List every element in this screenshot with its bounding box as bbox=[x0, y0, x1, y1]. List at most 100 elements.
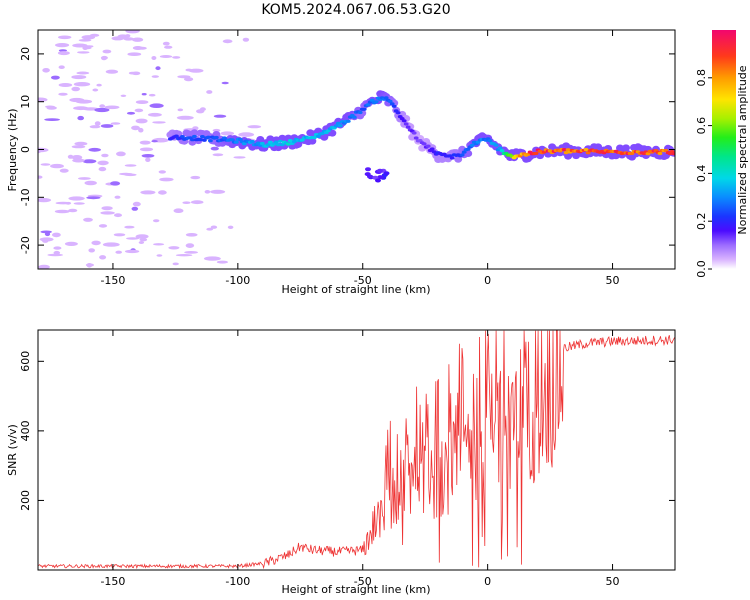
noise-speckle bbox=[159, 177, 174, 182]
ridge-core bbox=[487, 139, 493, 143]
noise-speckle bbox=[155, 66, 161, 71]
ridge-core bbox=[533, 151, 539, 155]
noise-speckle bbox=[59, 168, 69, 173]
noise-speckle bbox=[188, 68, 204, 73]
y-tick-label: 20 bbox=[19, 47, 32, 61]
noise-speckle bbox=[184, 77, 194, 82]
noise-speckle bbox=[151, 140, 158, 143]
ridge-core bbox=[601, 151, 607, 155]
noise-speckle bbox=[210, 146, 219, 151]
noise-speckle bbox=[233, 156, 246, 159]
ridge-core bbox=[459, 153, 465, 157]
noise-speckle bbox=[139, 238, 148, 242]
noise-speckle bbox=[89, 33, 100, 37]
side-patch bbox=[383, 171, 390, 176]
noise-speckle bbox=[242, 37, 250, 42]
side-patch bbox=[376, 168, 383, 173]
noise-speckle bbox=[102, 49, 112, 54]
ridge-core bbox=[389, 102, 395, 106]
noise-speckle bbox=[98, 166, 107, 172]
noise-speckle bbox=[42, 68, 50, 73]
noise-speckle bbox=[44, 232, 51, 237]
noise-speckle bbox=[148, 93, 156, 97]
noise-speckle bbox=[73, 82, 91, 87]
noise-speckle bbox=[184, 251, 199, 254]
noise-speckle bbox=[162, 41, 170, 46]
noise-speckle bbox=[57, 35, 72, 40]
noise-speckle bbox=[82, 159, 97, 164]
ridge-core bbox=[369, 98, 375, 102]
noise-speckle bbox=[52, 232, 61, 238]
ridge-core bbox=[357, 110, 363, 115]
noise-speckle bbox=[152, 121, 166, 124]
ridge-core bbox=[285, 142, 291, 146]
snr-ticks: -150 -100 -50 0 50 200 400 600 bbox=[19, 330, 675, 588]
noise-speckle bbox=[135, 100, 149, 104]
ridge-core bbox=[387, 99, 393, 103]
ridge-core bbox=[233, 140, 239, 144]
noise-speckle bbox=[213, 114, 227, 118]
noise-speckle bbox=[247, 125, 262, 129]
ridge-core bbox=[287, 139, 293, 143]
snr-panel: -150 -100 -50 0 50 200 400 600 Height of straig… bbox=[6, 329, 676, 596]
ridge-core bbox=[291, 140, 297, 144]
noise-speckle bbox=[210, 225, 218, 229]
ridge-core bbox=[206, 135, 211, 139]
noise-speckle bbox=[86, 263, 93, 268]
noise-speckle bbox=[132, 201, 141, 207]
noise-speckle bbox=[210, 189, 226, 194]
ridge-core bbox=[259, 141, 265, 146]
side-patch bbox=[364, 172, 371, 177]
noise-speckle bbox=[58, 83, 73, 87]
x-tick-label: -100 bbox=[225, 575, 250, 588]
x-tick-label: -50 bbox=[354, 575, 372, 588]
noise-speckle bbox=[206, 227, 214, 231]
ridge-core bbox=[345, 119, 351, 123]
ridge-core bbox=[671, 152, 675, 156]
noise-speckle bbox=[124, 225, 135, 229]
y-tick-label: -20 bbox=[19, 236, 32, 254]
noise-speckle bbox=[102, 242, 120, 247]
y-tick-label: 200 bbox=[19, 490, 32, 511]
noise-speckle bbox=[238, 132, 255, 137]
noise-speckle bbox=[101, 56, 107, 61]
noise-speckle bbox=[54, 209, 70, 214]
noise-speckle bbox=[221, 81, 229, 85]
noise-speckle bbox=[47, 253, 63, 257]
ridge-core bbox=[273, 140, 279, 144]
colorbar-tick-label: 0.4 bbox=[695, 165, 708, 183]
x-tick-label: -150 bbox=[100, 575, 125, 588]
noise-speckle bbox=[135, 118, 148, 124]
x-tick-label: 50 bbox=[606, 575, 620, 588]
noise-speckle bbox=[83, 217, 93, 222]
snr-frame bbox=[37, 329, 676, 571]
noise-speckle bbox=[46, 106, 57, 110]
colorbar-tick-label: 0.2 bbox=[695, 212, 708, 230]
noise-speckle bbox=[220, 131, 235, 136]
noise-speckle bbox=[38, 97, 48, 102]
noise-speckle bbox=[71, 86, 80, 92]
noise-speckle bbox=[94, 121, 101, 126]
noise-speckle bbox=[120, 94, 127, 98]
noise-speckle bbox=[139, 140, 151, 145]
noise-speckle bbox=[127, 52, 142, 56]
noise-speckle bbox=[190, 175, 201, 180]
ridge-core bbox=[202, 138, 207, 142]
x-tick-label: 50 bbox=[606, 274, 620, 287]
noise-speckle bbox=[77, 51, 90, 54]
noise-speckle bbox=[151, 56, 157, 60]
ridge-core bbox=[351, 115, 357, 119]
noise-speckle bbox=[132, 37, 144, 42]
noise-speckle bbox=[101, 153, 109, 158]
y-tick-label: -10 bbox=[19, 188, 32, 206]
noise-speckle bbox=[101, 206, 113, 211]
noise-speckle bbox=[190, 200, 204, 205]
noise-speckle bbox=[72, 43, 88, 48]
noise-speckle bbox=[110, 181, 121, 186]
noise-speckle bbox=[110, 122, 121, 125]
spectrogram-blobs bbox=[38, 30, 675, 269]
ridge-core bbox=[190, 138, 195, 142]
noise-speckle bbox=[111, 36, 125, 41]
noise-speckle bbox=[68, 196, 85, 201]
